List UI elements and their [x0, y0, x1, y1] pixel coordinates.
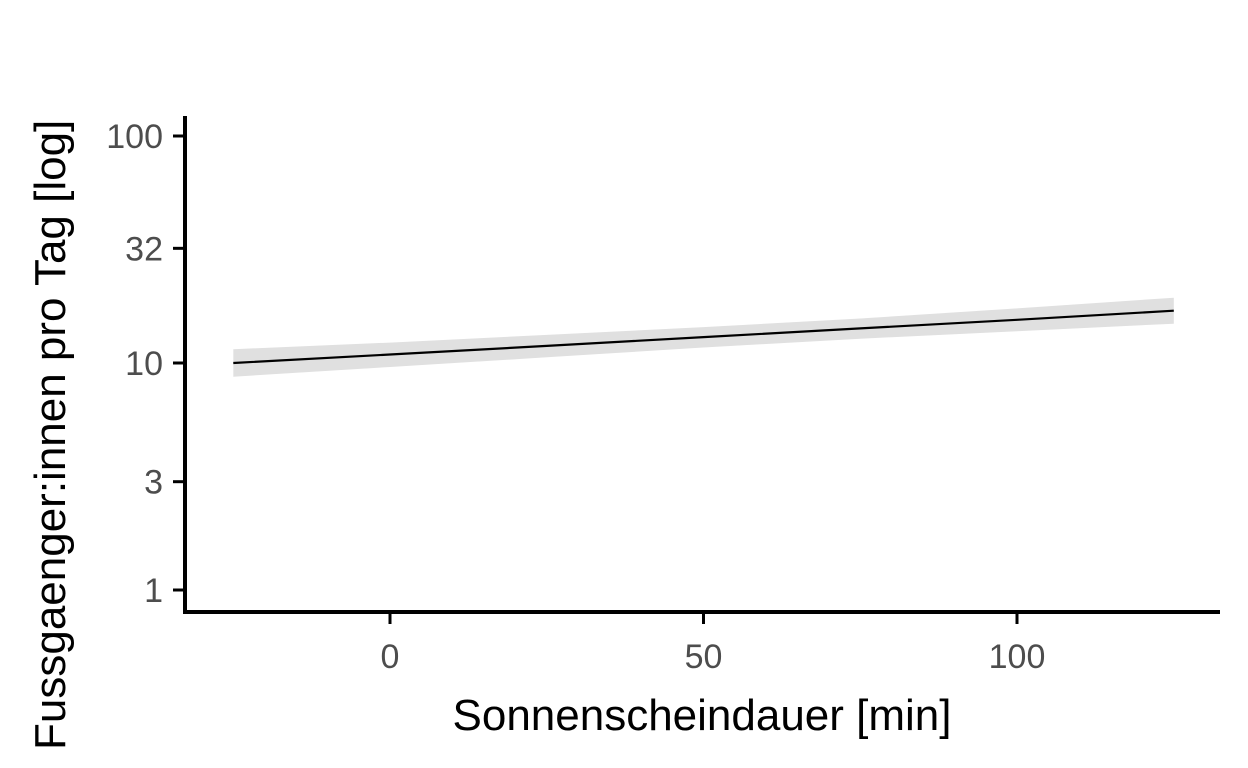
- x-axis-title: Sonnenscheindauer [min]: [453, 691, 952, 740]
- plot-area: [233, 297, 1174, 377]
- y-tick-label: 1: [144, 572, 163, 610]
- ticks: 0 50 100 1 3 10 32 100: [106, 118, 1045, 676]
- y-tick-label: 100: [106, 118, 163, 156]
- y-tick-label: 32: [125, 230, 163, 268]
- y-tick-label: 3: [144, 464, 163, 502]
- fit-line: [233, 309, 1174, 365]
- axes: [183, 116, 1220, 614]
- y-axis-title: Fussgaenger:innen pro Tag [log]: [26, 120, 75, 750]
- y-tick-label: 10: [125, 345, 163, 383]
- x-tick-label: 50: [685, 638, 723, 676]
- x-tick-label: 0: [381, 638, 400, 676]
- x-tick-label: 100: [989, 638, 1046, 676]
